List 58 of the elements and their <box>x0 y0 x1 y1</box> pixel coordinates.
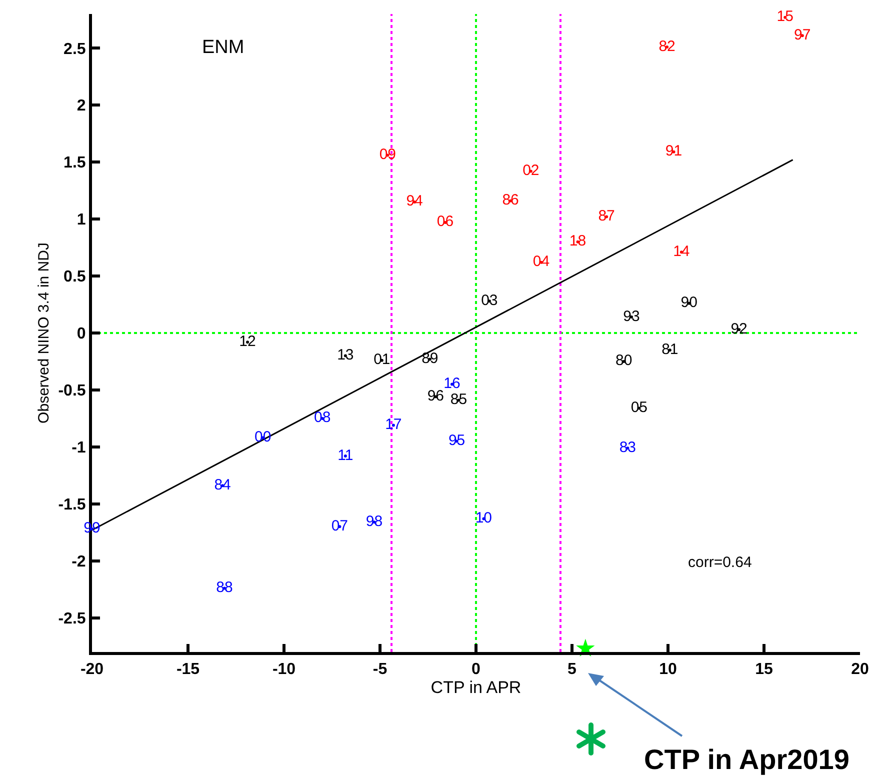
series-label: 93 <box>623 308 640 325</box>
series-label: 95 <box>448 432 466 449</box>
series-label: 05 <box>630 398 648 416</box>
y-tick-label: -1.5 <box>58 496 86 514</box>
series-label: 94 <box>406 192 423 210</box>
series-label: 81 <box>662 340 678 358</box>
y-axis-title: Observed NINO 3.4 in NDJ <box>35 242 52 424</box>
y-tick-label: -1 <box>72 440 86 457</box>
x-axis-title: CTP in APR <box>430 678 522 698</box>
series-label: 02 <box>522 162 540 179</box>
series-label: 12 <box>239 332 256 350</box>
series-label: 15 <box>776 8 794 26</box>
series-label: 88 <box>216 578 233 596</box>
y-tick-label: 2 <box>76 98 86 115</box>
y-tick-label: 2.5 <box>64 40 86 58</box>
x-tick-label: 20 <box>851 661 869 678</box>
x-tick-label: -15 <box>176 661 200 678</box>
series-label: 80 <box>615 352 632 370</box>
y-tick-label: 1.5 <box>64 154 86 172</box>
x-tick-label: -5 <box>372 661 388 678</box>
series-label: 11 <box>338 446 354 464</box>
series-label: 10 <box>475 509 492 526</box>
series-label: 96 <box>427 388 444 405</box>
series-label: 82 <box>658 38 676 55</box>
series-label: 84 <box>214 476 231 494</box>
series-label: 14 <box>673 242 690 260</box>
x-tick-label: 15 <box>755 661 773 678</box>
x-tick-label: 5 <box>568 661 577 678</box>
series-label: 91 <box>665 142 682 160</box>
series-label: 04 <box>532 253 550 270</box>
y-tick-label: 0 <box>76 326 86 343</box>
series-label: 01 <box>374 351 390 368</box>
x-tick-label: -20 <box>80 661 104 678</box>
series-label: 97 <box>794 26 811 44</box>
series-label: 85 <box>450 390 468 408</box>
x-tick-label: 10 <box>659 661 677 678</box>
series-label: 13 <box>337 346 354 364</box>
annotation: ENM <box>202 37 244 58</box>
series-label: 83 <box>619 438 636 456</box>
series-label: 06 <box>436 213 454 230</box>
series-label: 16 <box>444 375 460 392</box>
y-tick-label: -0.5 <box>58 382 86 400</box>
series-label: 90 <box>680 294 698 312</box>
x-tick-label: -10 <box>272 661 296 678</box>
series-label: 03 <box>481 292 498 309</box>
y-tick-label: 1 <box>76 212 86 229</box>
y-tick-label: -2 <box>72 553 86 570</box>
series-label: 86 <box>502 192 519 209</box>
series-label: 07 <box>331 517 348 534</box>
x-tick-label: 0 <box>472 661 481 678</box>
series-label: 08 <box>314 409 331 426</box>
text: CTP in Apr2019 <box>644 744 850 775</box>
series-label: 98 <box>366 512 383 530</box>
annotation: corr=0.64 <box>688 554 752 571</box>
series-label: 18 <box>569 232 586 250</box>
y-tick-label: 0.5 <box>64 268 86 286</box>
series-label: 87 <box>598 208 615 225</box>
y-tick-label: -2.5 <box>58 610 86 628</box>
